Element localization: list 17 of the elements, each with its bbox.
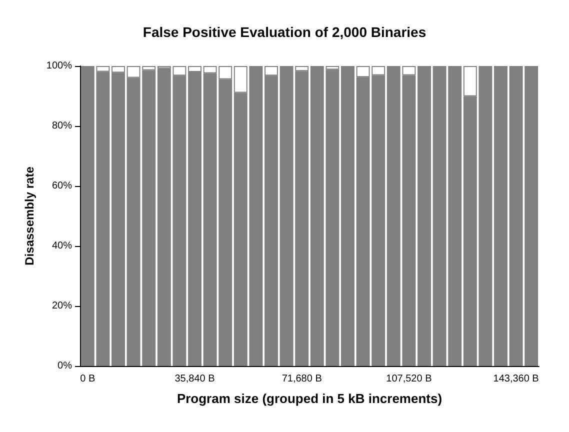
x-tick-label: 71,680 B [282,374,322,384]
y-axis-title: Disassembly rate [22,166,37,266]
y-tick-label: 100% [46,60,72,72]
x-tick-label: 107,520 B [386,374,432,384]
bar [418,66,431,366]
y-tick-label: 60% [52,180,72,192]
bar [494,66,508,366]
y-tick-label: 20% [52,300,72,312]
y-tick-label: 40% [52,240,72,252]
y-tick-label: 0% [58,360,72,372]
bar [341,66,354,366]
y-tick-label: 80% [52,120,72,132]
x-tick-label: 0 B [80,374,96,384]
x-axis-title: Program size (grouped in 5 kB increments) [176,391,442,406]
chart-title: False Positive Evaluation of 2,000 Binaries [142,24,426,40]
x-tick-label: 35,840 B [174,374,216,384]
x-tick-label: 143,360 B [493,374,540,384]
